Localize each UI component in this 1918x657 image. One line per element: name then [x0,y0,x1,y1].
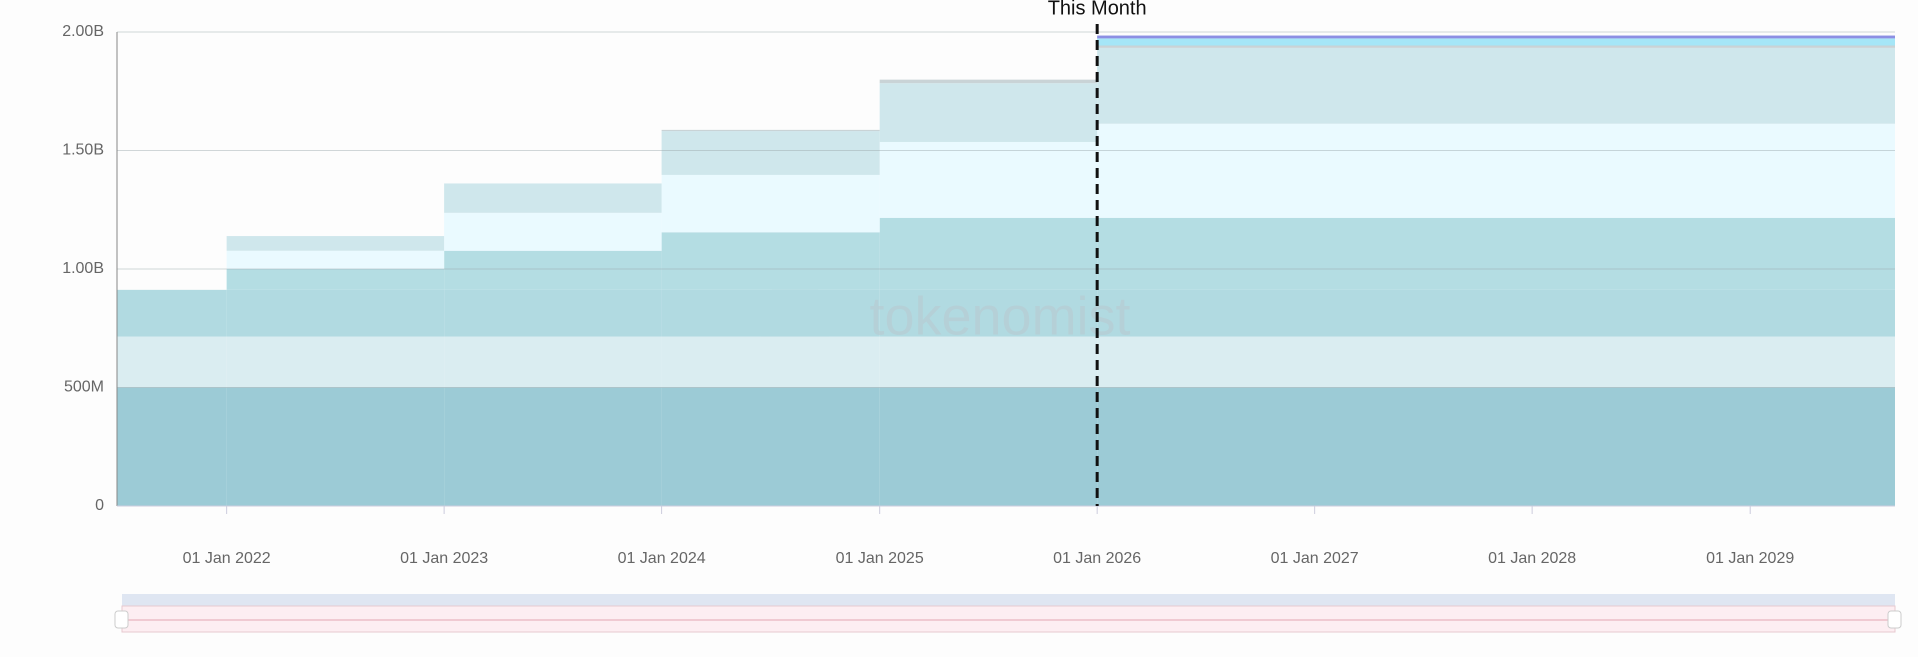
area-segment [117,336,227,388]
annotation-label: This Month [1048,0,1147,19]
y-tick-label: 0 [95,497,104,514]
area-segment [879,289,1098,337]
x-tick-label: 01 Jan 2022 [183,550,271,567]
area-segment [1097,336,1895,388]
area-segment [444,387,662,506]
area-segment [117,289,227,337]
layers [117,35,1895,506]
navigator-handle[interactable] [114,610,129,629]
x-tick-label: 01 Jan 2024 [618,550,706,567]
area-segment [661,131,880,175]
x-tick-label: 01 Jan 2027 [1271,550,1359,567]
area-segment [1097,123,1895,218]
area-segment [1097,35,1895,39]
area-segment [117,387,227,506]
overlay: 0 500M 1.00B 1.50B 2.00B 01 Jan 2022 01 Jan 20… [62,0,1895,567]
x-tick-label: 01 Jan 2029 [1706,550,1794,567]
area-segment [226,250,445,269]
y-tick-label: 2.00B [62,23,104,40]
y-tick-label: 1.00B [62,260,104,277]
navigator-top[interactable] [122,594,1895,606]
area-segment [1097,289,1895,337]
area-segment [879,141,1098,218]
area-segment [1097,45,1895,48]
x-tick-label: 01 Jan 2025 [836,550,924,567]
area-segment [226,289,445,337]
area-segment [661,174,880,233]
area-segment [444,212,662,251]
area-segment [879,79,1098,84]
x-tick-label: 01 Jan 2028 [1488,550,1576,567]
navigator-range[interactable] [121,605,1896,633]
x-tick-label: 01 Jan 2023 [400,550,488,567]
area-segment [661,232,880,290]
area-segment [226,236,445,251]
area-segment [226,336,445,388]
area-segment [879,217,1098,290]
area-segment [444,250,662,290]
watermark: tokenomist [869,286,1130,346]
y-tick-label: 1.50B [62,142,104,159]
area-segment [661,289,880,337]
y-tick-label: 500M [64,379,104,396]
area-segment [444,336,662,388]
area-segment [226,387,445,506]
area-segment [1097,38,1895,46]
area-segment [661,387,880,506]
area-segment [226,269,445,290]
area-segment [879,387,1098,506]
area-segment [879,336,1098,388]
area-segment [1097,387,1895,506]
area-segment [1097,217,1895,290]
area-segment [444,289,662,337]
x-tick-label: 01 Jan 2026 [1053,550,1141,567]
area-segment [661,129,880,132]
area-segment [879,83,1098,142]
area-segment [661,336,880,388]
area-segment [444,183,662,213]
navigator-handle[interactable] [1887,610,1902,629]
area-segment [1097,47,1895,124]
